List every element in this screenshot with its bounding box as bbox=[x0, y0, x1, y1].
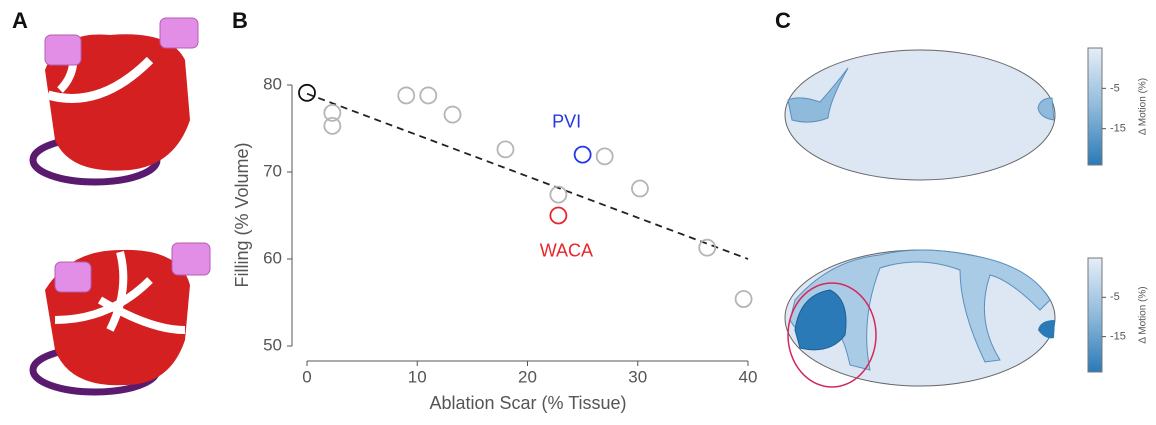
scatter-plot: Ablation Scar (% Tissue) Filling (% Volu… bbox=[232, 142, 627, 412]
y-tick-label: 70 bbox=[263, 161, 282, 180]
x-axis-label: Ablation Scar (% Tissue) bbox=[429, 393, 626, 413]
point bbox=[419, 86, 438, 105]
motion-map-bottom bbox=[784, 249, 1056, 388]
point bbox=[323, 103, 342, 122]
point bbox=[631, 179, 649, 198]
x-tick-label: 20 bbox=[518, 367, 537, 386]
panel-label: C bbox=[775, 8, 791, 33]
colorbar-tick-label: -5 bbox=[1110, 82, 1120, 94]
heart-top bbox=[29, 17, 199, 186]
point bbox=[443, 105, 462, 124]
point bbox=[549, 206, 568, 225]
y-tick-label: 60 bbox=[263, 248, 282, 267]
point bbox=[496, 140, 515, 159]
point-label: WACA bbox=[540, 240, 593, 260]
y-tick-label: 50 bbox=[263, 335, 282, 354]
colorbar-label: Δ Motion (%) bbox=[1138, 78, 1149, 135]
panel-label: B bbox=[232, 8, 248, 33]
point bbox=[397, 86, 416, 105]
colorbar-tick-label: -15 bbox=[1110, 331, 1126, 343]
point bbox=[698, 238, 717, 257]
point-label: PVI bbox=[552, 111, 581, 131]
point bbox=[573, 145, 592, 164]
point bbox=[549, 185, 568, 204]
x-tick-label: 10 bbox=[408, 367, 427, 386]
y-axis-label: Filling (% Volume) bbox=[232, 142, 252, 287]
colorbar-label: Δ Motion (%) bbox=[1138, 286, 1149, 343]
x-tick-label: 40 bbox=[739, 367, 758, 386]
point bbox=[298, 83, 316, 102]
point bbox=[734, 290, 753, 308]
colorbar bbox=[1087, 257, 1103, 373]
heart-bottom bbox=[29, 242, 211, 396]
colorbar bbox=[1087, 47, 1103, 166]
trend-line bbox=[306, 92, 749, 260]
panel-label: A bbox=[12, 8, 28, 33]
point bbox=[595, 147, 614, 166]
motion-map-top bbox=[784, 49, 1056, 181]
x-tick-label: 30 bbox=[628, 367, 647, 386]
colorbar-tick-label: -15 bbox=[1110, 123, 1126, 135]
y-tick-label: 80 bbox=[263, 74, 282, 93]
colorbar-tick-label: -5 bbox=[1110, 291, 1120, 303]
point bbox=[323, 116, 342, 135]
x-tick-label: 0 bbox=[302, 367, 311, 386]
